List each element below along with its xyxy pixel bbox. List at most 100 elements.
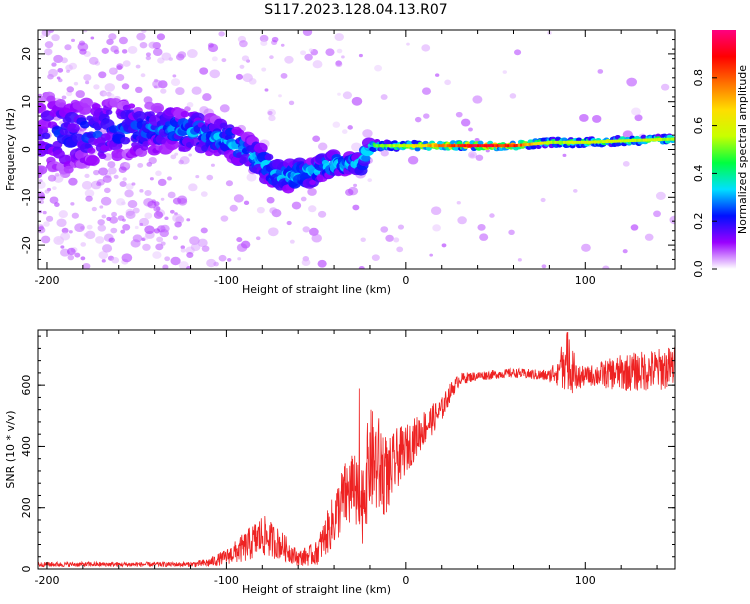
heatmap-cell [435,144,439,148]
heatmap-cell [392,144,396,148]
heatmap-cell [560,140,564,144]
heatmap-cell [104,187,111,194]
heatmap-cell [446,144,449,148]
heatmap-cell [111,211,117,217]
heatmap-cell [121,253,133,263]
heatmap-cell [655,191,666,200]
heatmap-cell [186,252,194,259]
heatmap-cell [496,144,499,148]
heatmap-cell [541,264,547,269]
heatmap-cell [160,224,170,233]
heatmap-cell [374,64,383,72]
heatmap-cell [352,204,360,211]
heatmap-cell [172,74,177,78]
heatmap-cell [317,142,328,151]
heatmap-cell [317,259,327,268]
heatmap-cell [541,141,544,145]
heatmap-cell [48,68,58,78]
heatmap-cell [580,140,583,144]
heatmap-cell [412,144,415,148]
heatmap-cell [670,137,673,141]
heatmap-cell [156,33,166,41]
heatmap-cell [42,210,47,215]
heatmap-cell [430,206,442,216]
heatmap-cell [399,144,402,148]
heatmap-cell [629,139,632,143]
heatmap-cell [157,178,167,187]
heatmap-cell [260,40,268,47]
heatmap-cell [543,141,546,145]
heatmap-cell [466,144,469,148]
heatmap-cell [472,144,475,148]
heatmap-cell [237,257,242,261]
heatmap-cell [83,232,89,237]
heatmap-cell [554,140,557,144]
heatmap-cell [91,103,101,110]
heatmap-cell [128,103,136,109]
heatmap-cell [558,140,561,144]
heatmap-cell [56,238,61,242]
heatmap-cell [397,224,405,230]
heatmap-cell [124,189,134,198]
heatmap-cell [289,239,295,244]
heatmap-cell [219,104,230,113]
heatmap-cell [220,215,229,222]
heatmap-cell [664,137,667,141]
heatmap-cell [80,256,86,261]
heatmap-cell [429,144,432,148]
heatmap-cell [578,140,581,144]
heatmap-cell [41,132,51,140]
heatmap-cell [626,77,638,87]
heatmap-cell [271,36,279,43]
heatmap-cell [460,118,471,127]
heatmap-cell [455,111,463,118]
heatmap-cell [155,170,162,176]
heatmap-cell [385,140,392,145]
heatmap-cell [582,140,585,144]
heatmap-cell [657,138,660,142]
heatmap-cell [148,156,157,165]
heatmap-cell [67,254,75,261]
heatmap-cell [122,60,131,67]
heatmap-cell [74,252,81,258]
heatmap-cell [235,73,243,80]
heatmap-cell [513,144,516,148]
heatmap-cell [280,73,288,79]
heatmap-cell [172,235,178,240]
heatmap-cell [164,256,171,262]
heatmap-cell [178,261,189,269]
heatmap-cell [489,144,493,148]
heatmap-cell [186,102,194,108]
heatmap-cell [651,138,654,142]
heatmap-cell [591,140,594,144]
heatmap-cell [567,140,570,144]
heatmap-cell [649,138,652,142]
snr-series-line [38,331,675,568]
heatmap-cell [382,144,385,148]
heatmap-cell [545,141,549,145]
heatmap-cell [141,30,147,34]
heatmap-cell [53,174,64,183]
heatmap-cell [79,120,90,129]
heatmap-cell [581,243,591,252]
heatmap-cell [502,70,507,74]
heatmap-cell [111,257,120,264]
heatmap-cell [335,61,343,68]
heatmap-cell [98,153,107,160]
heatmap-cell [269,55,274,60]
heatmap-cell [312,60,323,69]
heatmap-cell [178,159,184,165]
heatmap-cell [81,180,93,190]
heatmap-cell [136,32,146,41]
heatmap-cell [616,139,620,143]
heatmap-cell [530,142,533,146]
heatmap-cell [269,207,278,214]
heatmap-cell [380,94,388,100]
heatmap-cell [113,174,119,179]
heatmap-cell [121,83,130,90]
heatmap-cell [485,144,488,148]
heatmap-cell [384,144,387,148]
heatmap-cell [483,144,486,148]
heatmap-cell [122,177,127,182]
